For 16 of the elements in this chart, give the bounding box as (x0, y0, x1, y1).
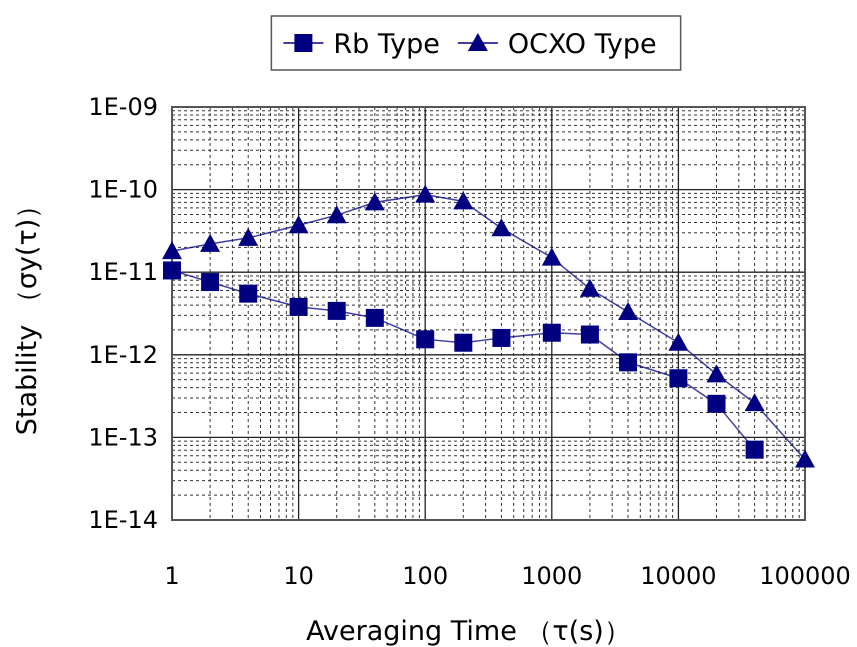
y-tick-label: 1E-11 (88, 258, 158, 286)
x-tick-label: 1000 (521, 562, 582, 590)
y-tick-label: 1E-10 (88, 176, 158, 204)
y-tick-label: 1E-12 (88, 340, 158, 369)
y-tick-label: 1E-09 (88, 93, 158, 121)
x-tick-label: 1 (164, 562, 180, 590)
y-tick-label: 1E-13 (88, 423, 158, 452)
x-tick-label: 10 (283, 562, 314, 590)
x-tick-label: 10000 (640, 562, 717, 590)
x-axis-title: Averaging Time （τ(s)） (306, 616, 631, 647)
legend-label: Rb Type (333, 29, 440, 60)
x-tick-label: 100000 (759, 562, 851, 590)
x-tick-label: 100 (402, 562, 448, 590)
y-tick-label: 1E-14 (88, 506, 158, 534)
y-axis-title: Stability （σy(τ)） (12, 192, 43, 436)
legend-label: OCXO Type (508, 29, 657, 60)
